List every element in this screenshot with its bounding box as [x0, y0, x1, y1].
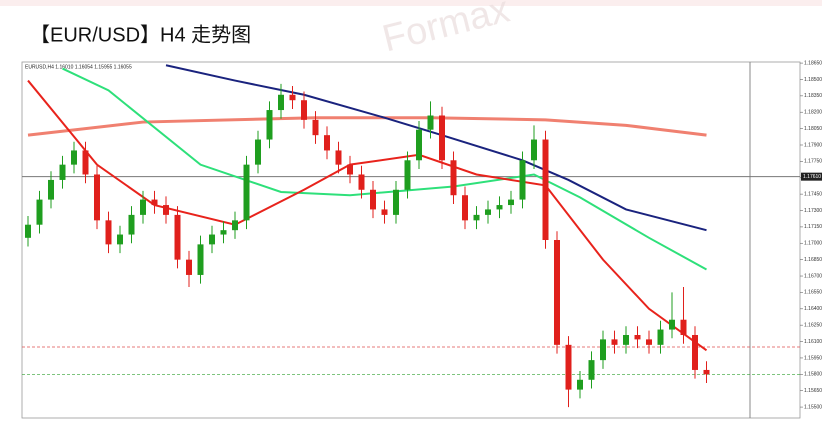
- candle-body: [71, 150, 77, 165]
- candle-body: [324, 135, 330, 151]
- watermark: Formax: [378, 0, 513, 60]
- y-tick-label: 1.17150: [804, 224, 822, 230]
- y-tick-label: 1.17300: [804, 208, 822, 214]
- y-tick-label: 1.17450: [804, 191, 822, 197]
- candle-body: [59, 164, 66, 180]
- y-tick-label: 1.16400: [804, 306, 822, 312]
- candle-body: [611, 339, 618, 345]
- y-tick-label: 1.16250: [804, 323, 822, 329]
- candle-body: [404, 160, 411, 190]
- y-tick-label: 1.17000: [804, 241, 822, 247]
- plot-frame: [21, 61, 801, 419]
- chart-title: 【EUR/USD】H4 走势图: [30, 23, 251, 46]
- candle-body: [485, 209, 491, 215]
- candle-body: [209, 234, 215, 245]
- y-tick-label: 1.17900: [804, 142, 822, 148]
- candle-body: [140, 199, 146, 215]
- candle-body: [531, 139, 537, 161]
- candle-body: [128, 214, 135, 235]
- moving-average: [27, 116, 707, 137]
- candle-body: [163, 205, 169, 215]
- y-tick-label: 1.15500: [804, 404, 822, 410]
- candle-body: [243, 164, 250, 221]
- candle-body: [36, 199, 43, 225]
- candle-body: [197, 244, 204, 275]
- price-label: 1.17610: [803, 174, 821, 180]
- chart-subtitle: EURUSD,H4 1.16010 1.16054 1.15955 1.1605…: [25, 64, 132, 70]
- candle-body: [301, 100, 307, 120]
- y-tick-label: 1.16100: [804, 339, 822, 345]
- candle-body: [347, 164, 353, 175]
- y-tick-label: 1.16850: [804, 257, 822, 263]
- candle-body: [646, 339, 652, 345]
- y-tick-label: 1.15950: [804, 355, 822, 361]
- candle-body: [450, 160, 457, 196]
- candle-body: [393, 189, 399, 215]
- y-tick-label: 1.18350: [804, 93, 822, 99]
- candle-body: [427, 115, 434, 130]
- candle-body: [174, 214, 181, 260]
- candle-body: [496, 205, 503, 210]
- candle-body: [105, 220, 112, 245]
- candle-body: [542, 139, 549, 240]
- candle-body: [519, 160, 526, 200]
- y-tick-label: 1.18650: [804, 60, 822, 66]
- candle-body: [669, 319, 675, 330]
- y-tick-label: 1.16550: [804, 290, 822, 296]
- candle-body: [186, 259, 192, 275]
- candle-body: [473, 214, 480, 221]
- candle-body: [416, 129, 422, 161]
- y-tick-label: 1.15800: [804, 372, 822, 378]
- y-tick-label: 1.18200: [804, 110, 822, 116]
- candle-body: [577, 379, 583, 390]
- candle-body: [266, 110, 273, 140]
- price-label-box: [801, 172, 822, 181]
- candle-body: [623, 335, 629, 345]
- candle-body: [151, 199, 158, 206]
- candle-body: [312, 119, 319, 136]
- candle-body: [508, 199, 514, 206]
- candle-body: [335, 150, 342, 165]
- candle-body: [117, 234, 123, 245]
- candle-body: [82, 150, 89, 175]
- candle-body: [680, 319, 687, 336]
- candle-body: [439, 115, 445, 161]
- candle-body: [600, 339, 606, 361]
- candle-body: [554, 240, 560, 345]
- candle-body: [255, 139, 261, 165]
- candle-body: [565, 344, 572, 390]
- candle-body: [657, 329, 664, 345]
- candle-body: [232, 220, 238, 231]
- moving-average: [27, 79, 708, 352]
- y-tick-label: 1.18500: [804, 77, 822, 83]
- y-tick-label: 1.16700: [804, 273, 822, 279]
- candle-body: [48, 179, 54, 200]
- candle-body: [381, 209, 388, 215]
- top-band: [0, 0, 822, 6]
- candle-body: [25, 224, 31, 238]
- candle-body: [289, 94, 296, 101]
- candle-body: [462, 195, 468, 221]
- y-tick-label: 1.15650: [804, 388, 822, 394]
- candle-body: [703, 369, 710, 375]
- candle-body: [278, 94, 284, 111]
- candle-body: [634, 335, 641, 340]
- y-tick-label: 1.18050: [804, 126, 822, 132]
- y-tick-label: 1.17750: [804, 159, 822, 165]
- candle-body: [692, 335, 698, 370]
- candle-body: [220, 230, 227, 235]
- candle-body: [588, 360, 595, 380]
- candle-body: [358, 174, 365, 190]
- candle-body: [94, 174, 100, 221]
- moving-average: [62, 67, 707, 271]
- candle-body: [370, 189, 376, 210]
